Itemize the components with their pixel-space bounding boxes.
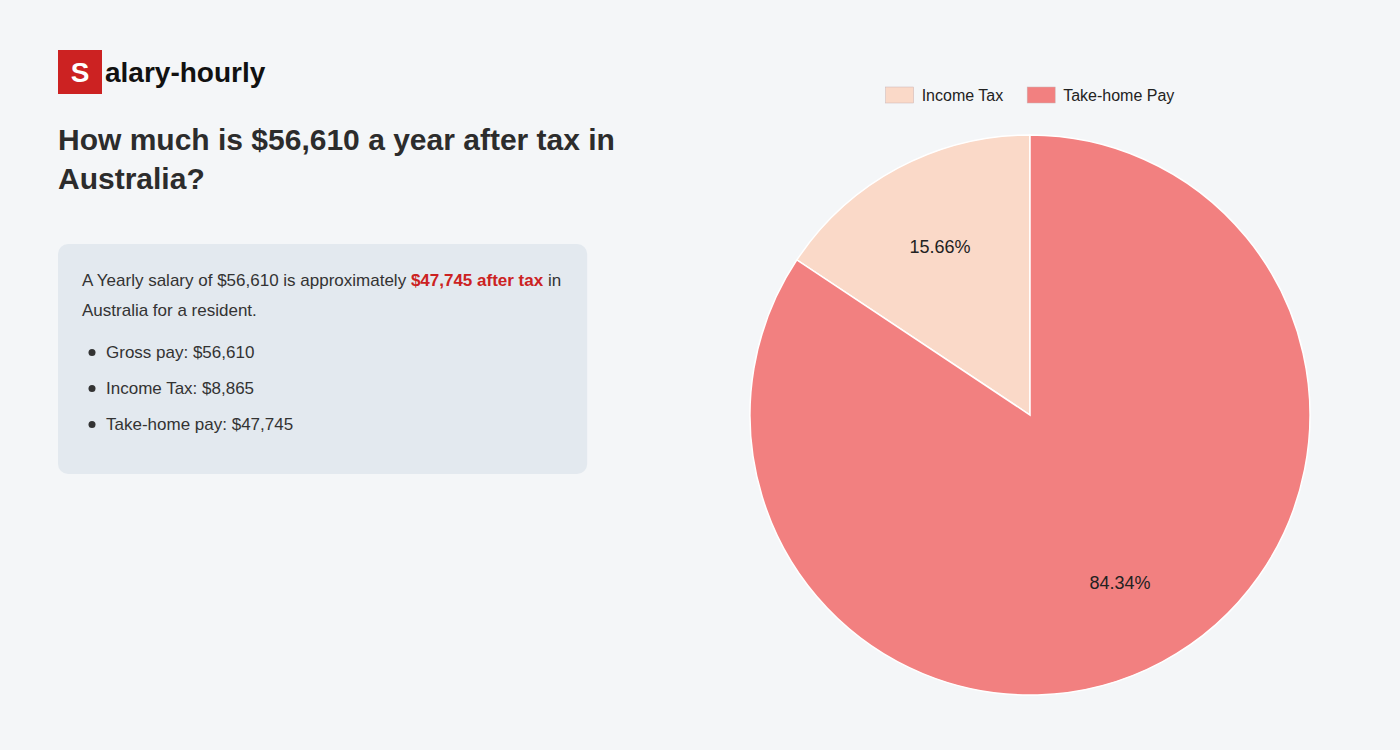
legend-swatch	[1027, 87, 1055, 103]
logo-text: alary-hourly	[105, 57, 266, 88]
info-sentence: A Yearly salary of $56,610 is approximat…	[82, 271, 561, 290]
info-box-background	[58, 244, 587, 474]
info-text: in	[543, 271, 561, 290]
data-label: 84.34%	[1089, 573, 1150, 593]
legend-item: Take-home Pay	[1027, 87, 1174, 104]
title: How much is $56,610 a year after tax inA…	[58, 123, 615, 195]
bullet	[89, 385, 96, 392]
bullet	[89, 349, 96, 356]
bullet	[89, 421, 96, 428]
pie: 15.66% 84.34%	[750, 135, 1310, 695]
slices	[750, 135, 1310, 695]
bullet-text: Income Tax: $8,865	[106, 379, 254, 398]
legend-label: Income Tax	[922, 87, 1004, 104]
logo-letter: S	[71, 57, 90, 88]
legend-swatch	[886, 87, 914, 103]
logo: Salary-hourly	[58, 50, 266, 94]
chart-root: Salary-hourly How much is $56,610 a year …	[0, 0, 1400, 750]
bullet-text: Take-home pay: $47,745	[106, 415, 293, 434]
legend-item: Income Tax	[886, 87, 1004, 104]
logo-box	[58, 50, 102, 94]
legend-label: Take-home Pay	[1063, 87, 1174, 104]
legend: Income Tax Take-home Pay	[886, 87, 1175, 104]
info-highlight: $47,745 after tax	[411, 271, 544, 290]
data-label: 15.66%	[910, 237, 971, 257]
info-text: A Yearly salary of $56,610 is approximat…	[82, 271, 411, 290]
info-box: A Yearly salary of $56,610 is approximat…	[58, 244, 587, 474]
info-text: Australia for a resident.	[82, 301, 257, 320]
bullet-text: Gross pay: $56,610	[106, 343, 254, 362]
slice	[750, 135, 1310, 695]
